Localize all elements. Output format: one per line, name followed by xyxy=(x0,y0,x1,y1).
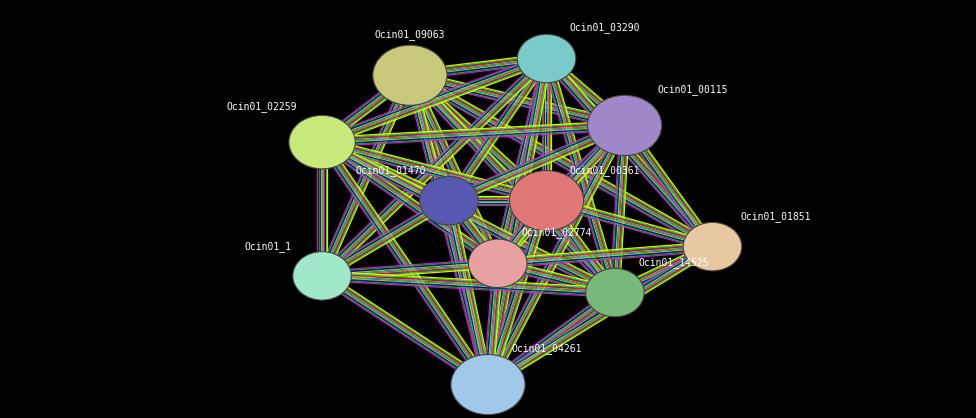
Text: Ocin01_00361: Ocin01_00361 xyxy=(570,165,640,176)
Ellipse shape xyxy=(420,176,478,225)
Text: Ocin01_14525: Ocin01_14525 xyxy=(638,257,709,268)
Text: Ocin01_1: Ocin01_1 xyxy=(245,241,292,252)
Ellipse shape xyxy=(451,354,525,415)
Text: Ocin01_01851: Ocin01_01851 xyxy=(741,212,811,222)
Ellipse shape xyxy=(683,222,742,271)
Ellipse shape xyxy=(509,171,584,231)
Text: Ocin01_03290: Ocin01_03290 xyxy=(570,23,640,33)
Ellipse shape xyxy=(517,34,576,83)
Text: Ocin01_00115: Ocin01_00115 xyxy=(658,84,728,95)
Text: Ocin01_09063: Ocin01_09063 xyxy=(375,29,445,40)
Ellipse shape xyxy=(373,45,447,105)
Ellipse shape xyxy=(293,252,351,300)
Text: Ocin01_01470: Ocin01_01470 xyxy=(355,165,426,176)
Text: Ocin01_02774: Ocin01_02774 xyxy=(521,227,591,238)
Ellipse shape xyxy=(468,239,527,288)
Text: Ocin01_04261: Ocin01_04261 xyxy=(511,344,582,354)
Ellipse shape xyxy=(588,95,662,155)
Ellipse shape xyxy=(289,115,355,169)
Ellipse shape xyxy=(586,268,644,317)
Text: Ocin01_02259: Ocin01_02259 xyxy=(226,101,297,112)
